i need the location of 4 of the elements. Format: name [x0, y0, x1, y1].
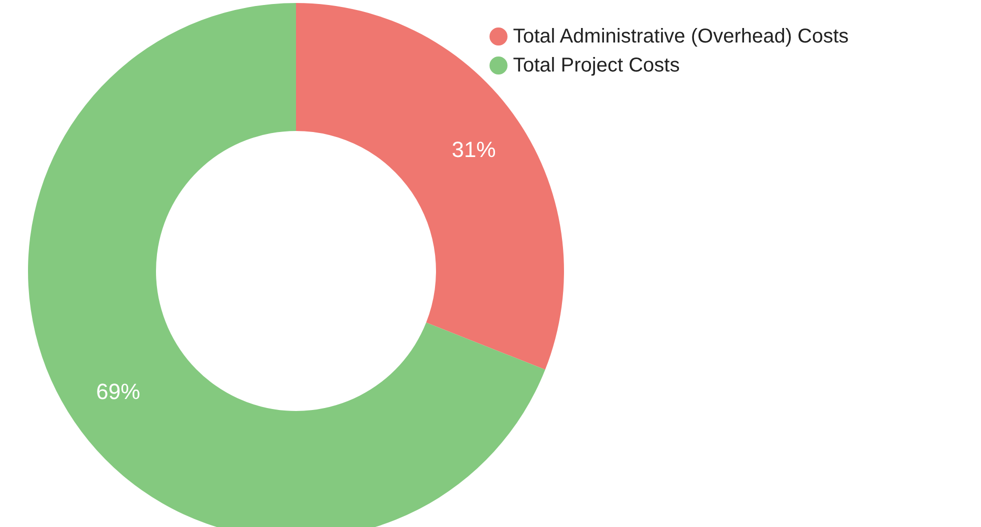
- legend-label: Total Administrative (Overhead) Costs: [513, 26, 849, 48]
- data-label: 31%: [452, 137, 496, 162]
- data-label: 69%: [96, 378, 140, 404]
- legend-label: Total Project Costs: [513, 54, 680, 76]
